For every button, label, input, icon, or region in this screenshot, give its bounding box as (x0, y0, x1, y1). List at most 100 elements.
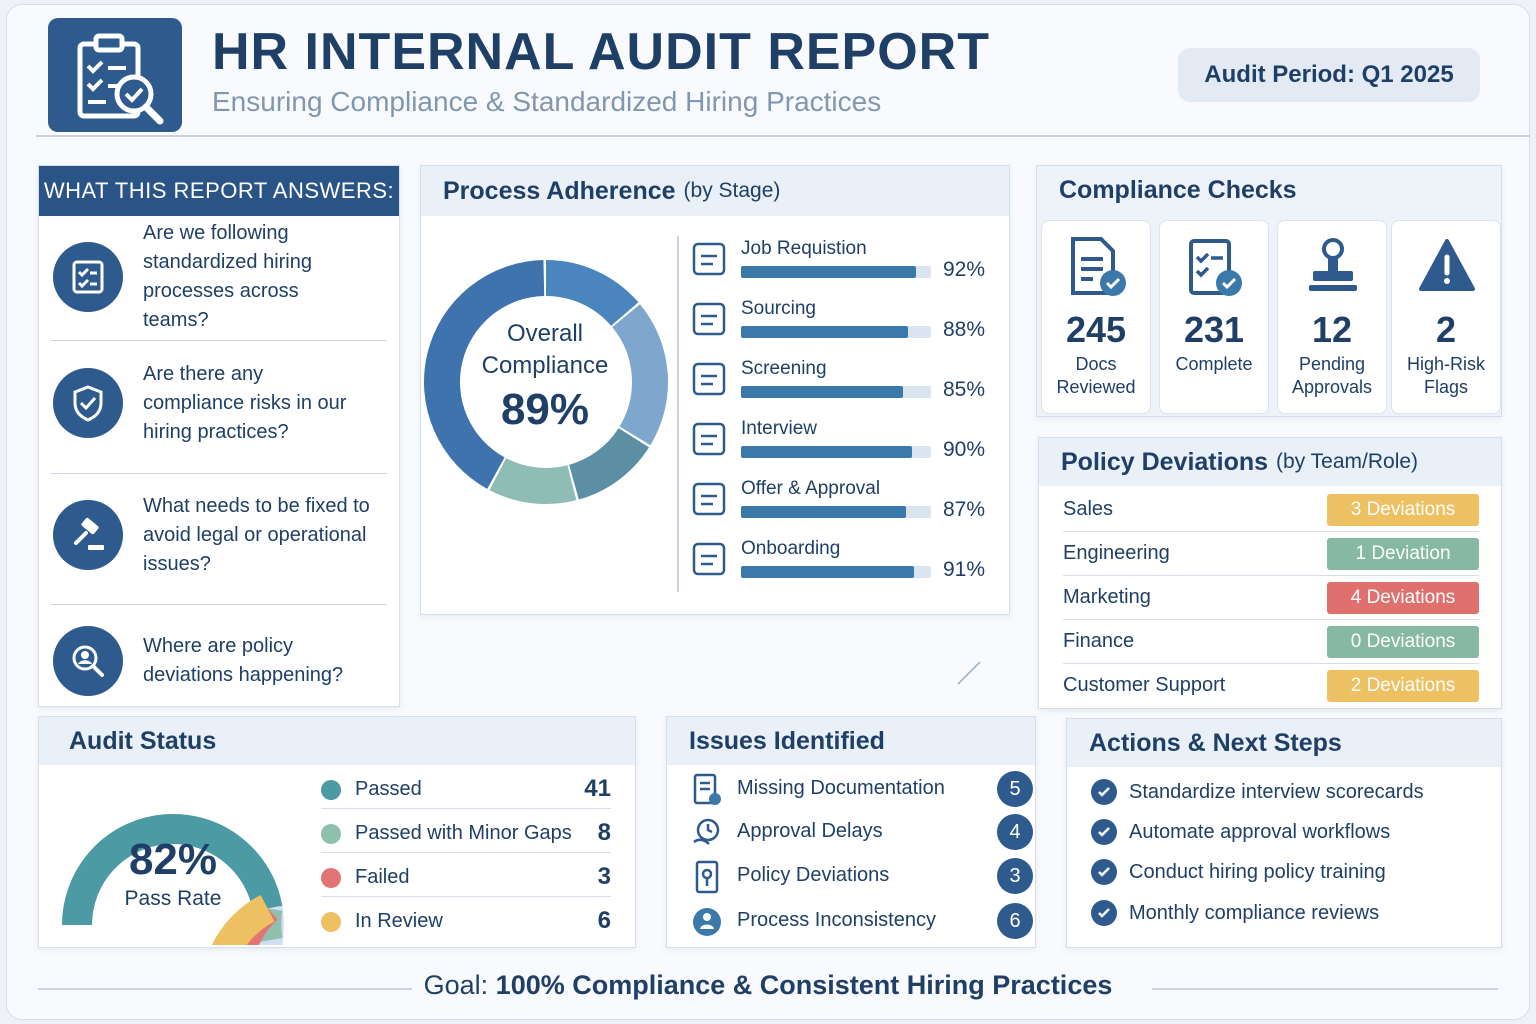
gauge-segment (62, 814, 283, 926)
deviation-team: Finance (1063, 630, 1135, 652)
donut-segment (545, 260, 639, 327)
action-item: Monthly compliance reviews (1091, 896, 1379, 930)
donut-segment (424, 260, 545, 489)
question-text: Are there any compliance risks in our hi… (143, 362, 347, 443)
stage-label: Sourcing (741, 298, 816, 319)
stage-bar (741, 266, 916, 278)
stage-row: Sourcing 88% (691, 298, 991, 358)
goal-text: 100% Compliance & Consistent Hiring Prac… (495, 970, 1113, 1000)
action-label: Monthly compliance reviews (1129, 901, 1380, 924)
question-item: What needs to be fixed to avoid legal or… (53, 490, 385, 580)
action-label: Standardize interview scorecards (1129, 780, 1424, 803)
action-item: Automate approval workflows (1091, 815, 1390, 849)
check-value: 2 (1435, 309, 1457, 350)
deviation-badge: 3 Deviations (1327, 494, 1479, 526)
check-card-pending: 12 Pending Approvals (1277, 220, 1387, 414)
goal-statement: Goal: 100% Compliance & Consistent Hirin… (0, 970, 1536, 1001)
checklist-icon (53, 242, 123, 312)
issues-header: Issues Identified (667, 717, 1035, 765)
check-card-docs: 245 Docs Reviewed (1041, 220, 1151, 414)
audit-status-title: Audit Status (69, 726, 217, 755)
policy-deviations-panel: Policy Deviations (by Team/Role) Sales 3 … (1038, 437, 1502, 709)
question-item: Where are policy deviations happening? (53, 616, 385, 706)
warning-icon (1419, 239, 1475, 291)
clock-hand-icon (693, 818, 720, 845)
check-label: Complete (1160, 353, 1268, 376)
legend-label: Passed with Minor Gaps (355, 822, 572, 844)
policy-deviations-subtitle: (by Team/Role) (1276, 450, 1419, 473)
fold-mark (957, 661, 981, 685)
audit-status-panel: Audit Status 82% Pass Rate Passed 41 Passe… (38, 716, 636, 948)
stage-bar-track (741, 446, 931, 458)
issue-count-badge: 5 (997, 771, 1033, 807)
checklist-check-icon (1189, 239, 1242, 296)
issue-count-badge: 3 (997, 858, 1033, 894)
stage-bar-track (741, 566, 931, 578)
action-item: Standardize interview scorecards (1091, 775, 1424, 809)
stage-bar (741, 566, 914, 578)
offer-envelope-icon (692, 482, 726, 516)
question-divider (51, 473, 387, 474)
legend-row: Passed 41 (321, 769, 611, 809)
sourcing-target-icon (692, 302, 726, 336)
onboarding-person-icon (692, 542, 726, 576)
check-label-line1: Docs (1075, 354, 1117, 374)
action-label: Automate approval workflows (1129, 820, 1391, 843)
stage-bar-track (741, 386, 931, 398)
overall-compliance-donut (424, 260, 668, 504)
document-check-icon (1071, 237, 1126, 296)
check-label-line2: Flags (1423, 377, 1468, 397)
questions-heading: WHAT THIS REPORT ANSWERS: (39, 166, 399, 216)
people-gear-icon (693, 908, 721, 936)
briefcase-icon (692, 242, 726, 276)
deviation-team: Marketing (1063, 586, 1151, 608)
stage-value-label: 85% (943, 378, 986, 401)
gauge-segment (211, 895, 275, 945)
page-subtitle: Ensuring Compliance & Standardized Hirin… (212, 86, 882, 117)
legend-row: Failed 3 (321, 857, 611, 897)
stage-bar (741, 386, 903, 398)
deviation-row: Finance 0 Deviations (1063, 620, 1479, 664)
check-label-line1: Pending (1298, 354, 1366, 374)
legend-value: 6 (597, 907, 611, 934)
goal-prefix: Goal: (423, 970, 496, 1000)
deviation-badge: 4 Deviations (1327, 582, 1479, 614)
header-divider (36, 135, 1530, 137)
check-label-line2: Approvals (1291, 377, 1373, 397)
legend-value: 8 (597, 819, 611, 846)
deviation-row: Sales 3 Deviations (1063, 488, 1479, 532)
issue-label: Missing Documentation (737, 777, 945, 799)
stage-row: Onboarding 91% (691, 538, 991, 598)
stage-value-label: 91% (943, 558, 986, 581)
stage-label: Onboarding (741, 538, 841, 559)
issue-label: Policy Deviations (737, 864, 890, 886)
question-divider (51, 604, 387, 605)
donut-segment (611, 304, 668, 446)
legend-label: Failed (355, 866, 410, 888)
footer-line-left (38, 988, 412, 990)
compliance-checks-title: Compliance Checks (1059, 175, 1297, 204)
stages-divider (677, 236, 679, 592)
check-value: 12 (1311, 309, 1353, 350)
legend-row: In Review 6 (321, 901, 611, 941)
issue-label: Process Inconsistency (737, 909, 936, 931)
actions-header: Actions & Next Steps (1067, 719, 1501, 767)
actions-panel: Actions & Next Steps Standardize intervi… (1066, 718, 1502, 948)
screening-icon (692, 362, 726, 396)
legend-label: Passed (355, 778, 422, 800)
question-text: What needs to be fixed to avoid legal or… (143, 494, 370, 575)
stage-row: Interview 90% (691, 418, 991, 478)
page-title: HR INTERNAL AUDIT REPORT (212, 23, 990, 81)
question-divider (51, 340, 387, 341)
stage-bar (741, 326, 909, 338)
check-label: High-Risk Flags (1392, 353, 1500, 399)
stage-label: Offer & Approval (741, 478, 881, 499)
stage-label: Interview (741, 418, 818, 439)
question-item: Are there any compliance risks in our hi… (53, 358, 385, 448)
check-value: 231 (1183, 309, 1245, 350)
stage-value-label: 90% (943, 438, 986, 461)
footer-line-right (1152, 988, 1498, 990)
stage-bar (741, 446, 912, 458)
process-adherence-header: Process Adherence (by Stage) (421, 166, 1009, 216)
stage-bar-track (741, 326, 931, 338)
